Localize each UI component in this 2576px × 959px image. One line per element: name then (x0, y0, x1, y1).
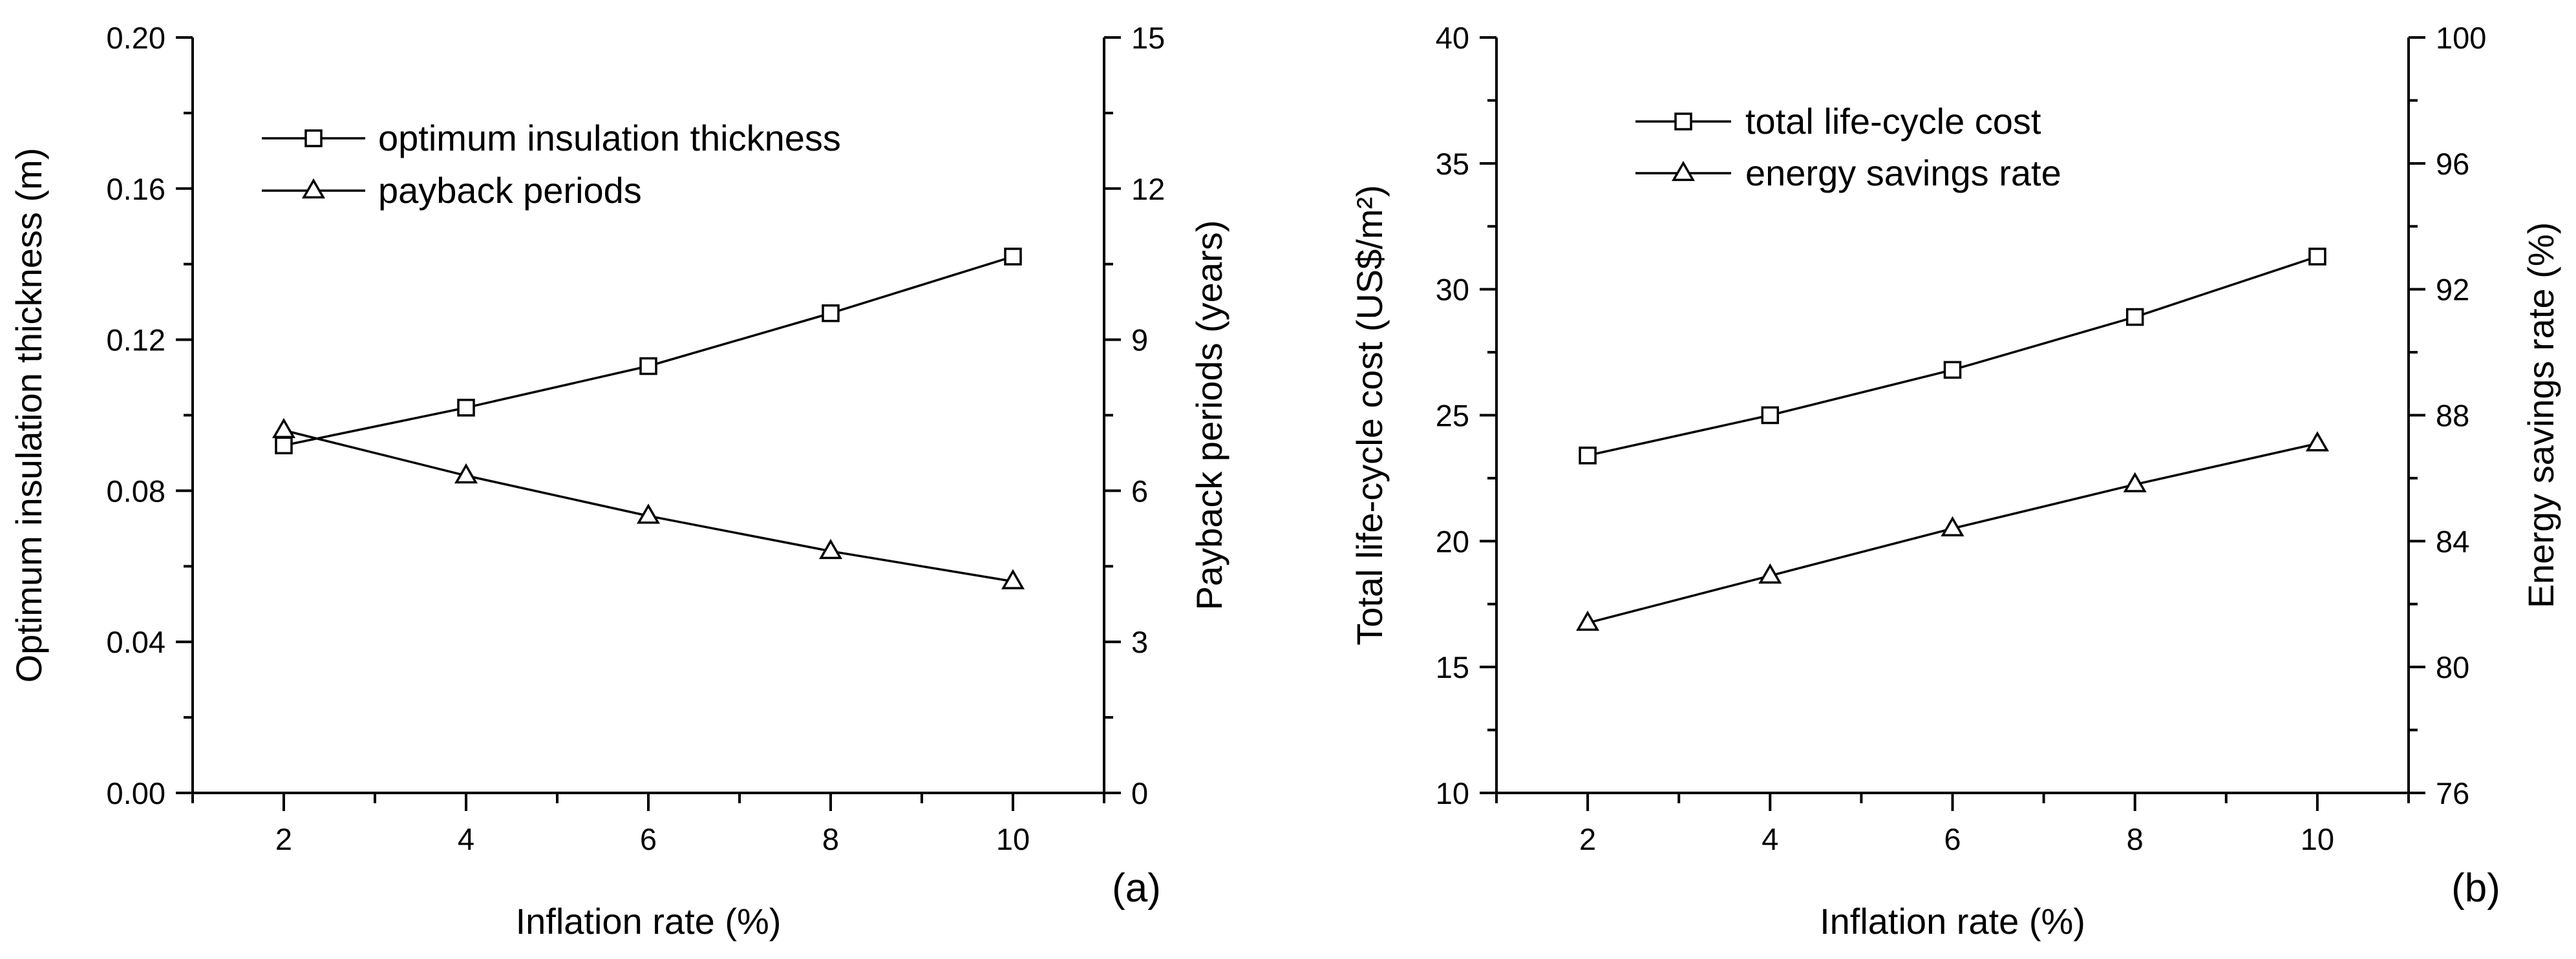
panel-a-series-line-0 (283, 255, 1014, 447)
panel-a-legend-label-0: optimum insulation thickness (378, 118, 841, 158)
panel-a-series-1-point-0 (271, 417, 296, 439)
panel-b-series-1-point-4 (2305, 431, 2329, 452)
panel-a-series-1-point-2 (636, 503, 661, 524)
panel-a-y-right-tick-label-4: 12 (1131, 172, 1165, 206)
panel-a-series-0-point-3 (822, 304, 840, 322)
panel-b-series-line-0 (1587, 255, 2318, 457)
panel-a-legend-marker-0 (304, 129, 323, 147)
panel-b-y-left-tick-label-4: 30 (1436, 273, 1469, 307)
panel-b-legend-label-1: energy savings rate (1745, 153, 2061, 193)
panel-b-y-right-tick-label-3: 88 (2436, 399, 2469, 433)
panel-b-series-0-point-0 (1579, 447, 1597, 465)
panel-a-legend-marker-1 (301, 178, 326, 199)
panel-b-x-axis-title: Inflation rate (%) (1820, 901, 2085, 942)
panel-b-y-left-tick-label-2: 20 (1436, 524, 1469, 558)
panel-b-series-0-point-3 (2125, 308, 2144, 326)
panel-a-y-axis-title-right: Payback periods (years) (1189, 220, 1229, 611)
panel-a-x-tick-label-4: 10 (996, 822, 1030, 856)
panel-b-series-0-point-4 (2308, 248, 2326, 266)
panel-a-y-left-tick-label-3: 0.12 (107, 323, 165, 357)
panel-b-series-0-point-1 (1761, 406, 1780, 425)
panel-a-series-0-point-4 (1004, 248, 1022, 266)
panel-b-x-tick-label-1: 4 (1762, 822, 1778, 856)
panel-b-legend-label-0: total life-cycle cost (1745, 101, 2041, 142)
panel-b-legend-marker-0 (1674, 112, 1692, 131)
panel-a-series-0-point-1 (457, 399, 475, 417)
panel-a-panel-label: (a) (1112, 866, 1161, 911)
panel-b-x-tick-label-0: 2 (1579, 822, 1596, 856)
panel-b-series-1-point-1 (1758, 563, 1782, 584)
panel-a-y-right-tick-label-3: 9 (1131, 323, 1148, 357)
panel-a-x-tick-label-0: 2 (275, 822, 292, 856)
panel-b-y-right-tick-label-6: 100 (2436, 21, 2486, 55)
panel-b-y-right-tick-label-0: 76 (2436, 776, 2469, 810)
panel-b-x-tick-label-3: 8 (2127, 822, 2144, 856)
panel-b: 2 4 6 8 10 10 15 20 25 30 35 40 76 80 84 88 92 96 100 Infla… (1349, 21, 2561, 942)
panel-b-legend-marker-1 (1671, 160, 1696, 182)
panel-a-y-left-tick-label-5: 0.20 (107, 21, 165, 55)
panel-b-y-left-tick-label-1: 15 (1436, 650, 1469, 684)
panel-a-y-right-tick-label-0: 0 (1131, 776, 1148, 810)
panel-b-y-axis-title-right: Energy savings rate (%) (2520, 222, 2561, 609)
panel-b-series-1-point-0 (1576, 610, 1600, 631)
panel-a-x-tick-label-3: 8 (822, 822, 839, 856)
panel-b-y-left-tick-label-5: 35 (1436, 147, 1469, 181)
panel-a-y-left-tick-label-0: 0.00 (107, 776, 165, 810)
panel-a-y-right-tick-label-2: 6 (1131, 474, 1148, 508)
panel-b-series-1-point-2 (1941, 516, 1964, 536)
panel-a-x-tick-label-2: 6 (640, 822, 657, 856)
panel-b-x-tick-label-4: 10 (2301, 822, 2334, 856)
panel-b-y-axis-title-left: Total life-cycle cost (US$/m²) (1349, 185, 1390, 646)
panel-a-x-tick-label-1: 4 (458, 822, 474, 856)
panel-a-series-1-point-3 (818, 538, 843, 560)
panel-a-legend-label-1: payback periods (378, 170, 642, 211)
panel-b-y-right-tick-label-5: 96 (2436, 147, 2469, 181)
panel-a-y-left-tick-label-1: 0.04 (107, 625, 165, 659)
panel-b-series-0-point-2 (1943, 361, 1962, 379)
panel-b-y-right-tick-label-1: 80 (2436, 650, 2469, 684)
panel-a-y-axis-title-left: Optimum insulation thickness (m) (8, 148, 49, 683)
panel-b-y-left-tick-label-6: 40 (1436, 21, 1469, 55)
panel-b-panel-label: (b) (2451, 866, 2500, 911)
panel-b-y-right-tick-label-2: 84 (2436, 524, 2469, 558)
panel-b-y-left-tick-label-0: 10 (1436, 776, 1469, 810)
panel-b-x-tick-label-2: 6 (1944, 822, 1961, 856)
panel-a-y-right-tick-label-1: 3 (1131, 625, 1148, 659)
panel-a: 2 4 6 8 10 0.00 0.04 0.08 0.12 0.16 0.20 0 3 6 9 12 15 In… (8, 21, 1229, 942)
panel-a-y-left-tick-label-2: 0.08 (107, 474, 165, 508)
panel-b-series-1-point-3 (2123, 472, 2147, 492)
panel-a-x-axis-title: Inflation rate (%) (516, 901, 782, 942)
panel-b-y-right-tick-label-4: 92 (2436, 273, 2469, 307)
panel-a-y-left-tick-label-4: 0.16 (107, 172, 165, 206)
panel-a-series-0-point-0 (275, 436, 293, 455)
panel-a-series-1-point-1 (454, 463, 478, 484)
panel-a-series-1-point-4 (1001, 569, 1025, 589)
panel-a-y-right-tick-label-5: 15 (1131, 21, 1165, 55)
panel-a-series-0-point-2 (639, 357, 657, 375)
panel-b-y-left-tick-label-3: 25 (1436, 399, 1469, 433)
